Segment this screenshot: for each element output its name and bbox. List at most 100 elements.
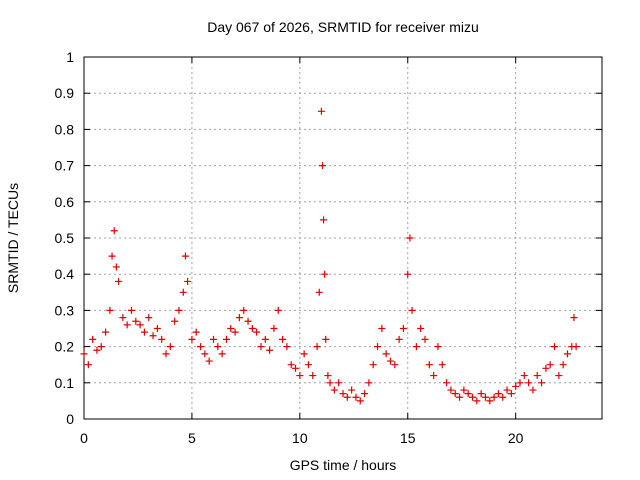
data-point [309, 372, 317, 380]
data-point [214, 343, 222, 351]
y-tick-label: 1 [66, 49, 74, 65]
data-point [464, 390, 472, 398]
data-point [499, 393, 507, 401]
data-point [115, 277, 123, 285]
data-point [490, 393, 498, 401]
data-point [572, 343, 580, 351]
data-point [304, 361, 312, 369]
data-point [516, 379, 524, 387]
data-point [374, 343, 382, 351]
data-point [469, 393, 476, 401]
data-point [563, 350, 571, 358]
data-point [438, 361, 446, 369]
data-point [201, 350, 209, 358]
data-point [486, 397, 494, 405]
y-tick-label: 0.9 [55, 85, 75, 101]
data-point [192, 328, 200, 336]
data-point [343, 393, 351, 401]
data-point [546, 361, 554, 369]
y-tick-label: 0.2 [55, 339, 75, 355]
data-point [274, 306, 282, 314]
data-point [158, 335, 166, 343]
data-point [210, 335, 217, 343]
data-point [555, 372, 563, 380]
data-point [425, 361, 433, 369]
data-point [162, 350, 170, 358]
data-point [324, 372, 332, 380]
axis-ticks: 00.10.20.30.40.50.60.70.80.910 5 10 15 20 [55, 49, 602, 446]
data-point [110, 227, 118, 235]
x-tick-label: 0 [80, 430, 88, 446]
y-tick-label: 0.5 [55, 230, 75, 246]
data-point [108, 252, 116, 260]
data-point [551, 343, 559, 351]
gridlines [84, 57, 602, 419]
data-point [171, 317, 179, 325]
data-point [253, 328, 261, 336]
data-point [89, 335, 97, 343]
data-point [132, 317, 140, 325]
data-point [300, 350, 308, 358]
data-point [188, 335, 196, 343]
data-point [321, 270, 329, 278]
data-point [451, 390, 459, 398]
data-point [313, 343, 321, 351]
data-point [559, 361, 567, 369]
data-point [240, 306, 248, 314]
data-point [175, 306, 183, 314]
data-point [140, 328, 148, 336]
data-point [166, 343, 174, 351]
data-point [97, 343, 105, 351]
data-point [406, 234, 414, 242]
data-point [473, 397, 481, 405]
data-point [408, 306, 416, 314]
data-point [119, 314, 127, 322]
data-point [320, 216, 328, 224]
data-point [197, 343, 205, 351]
data-point [266, 346, 274, 354]
data-point [417, 325, 425, 332]
data-point [378, 325, 386, 332]
x-axis-label: GPS time / hours [290, 457, 397, 473]
data-point [257, 343, 265, 351]
data-point [218, 350, 226, 358]
data-point [456, 393, 464, 401]
data-point [443, 379, 451, 387]
data-point [369, 361, 377, 369]
data-point [270, 325, 278, 332]
data-point [80, 350, 88, 358]
x-tick-label: 10 [292, 430, 308, 446]
data-point [352, 393, 360, 401]
y-tick-label: 0.4 [55, 266, 75, 282]
data-point [391, 361, 399, 369]
data-point [507, 390, 515, 398]
data-point [292, 364, 300, 372]
data-point [404, 270, 412, 278]
y-tick-label: 0.8 [55, 121, 75, 137]
data-point [296, 372, 304, 380]
data-point [330, 386, 338, 394]
y-axis-label: SRMTID / TECUs [5, 183, 21, 293]
y-tick-label: 0.3 [55, 302, 75, 318]
data-point [261, 335, 269, 343]
y-tick-label: 0 [66, 411, 74, 427]
data-point [279, 335, 287, 343]
data-point [542, 364, 550, 372]
data-point [477, 390, 485, 398]
data-point [231, 328, 239, 336]
data-point [533, 372, 541, 380]
data-point [287, 361, 295, 369]
data-point [412, 343, 420, 351]
data-point [317, 107, 325, 115]
data-point [434, 343, 442, 351]
data-point [361, 390, 369, 398]
data-point [356, 397, 364, 405]
data-point [184, 277, 192, 285]
data-point [399, 325, 407, 332]
data-point [348, 386, 356, 394]
data-point [520, 372, 528, 380]
chart-title: Day 067 of 2026, SRMTID for receiver miz… [207, 19, 479, 35]
data-point [244, 317, 252, 325]
data-point [179, 288, 187, 296]
